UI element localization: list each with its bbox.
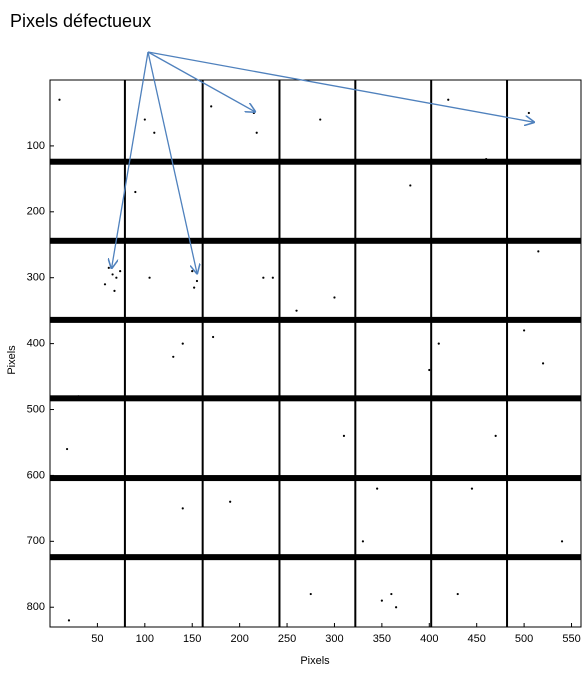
module-column-gap (202, 80, 204, 627)
defect-pixel (438, 343, 440, 345)
y-axis-label: Pixels (6, 345, 18, 375)
defect-pixel (253, 112, 255, 114)
defect-pixel (68, 619, 70, 621)
y-tick-label: 200 (27, 206, 45, 218)
defect-pixel (447, 99, 449, 101)
y-tick-label: 500 (27, 403, 45, 415)
chart: Pixels défectueux Pixels Pixels 50 100 150… (0, 0, 582, 669)
module-column-gap (430, 80, 432, 627)
defect-pixel (362, 540, 364, 542)
x-tick-label: 300 (325, 633, 343, 645)
defect-pixel (495, 435, 497, 437)
defect-pixel (561, 540, 563, 542)
defect-pixel (333, 296, 335, 298)
y-tick-label: 700 (27, 535, 45, 547)
defect-pixel (77, 395, 79, 397)
y-tick-label: 400 (27, 338, 45, 350)
module-row-gap (50, 395, 581, 401)
defect-pixel (172, 356, 174, 358)
x-tick-label: 500 (515, 633, 533, 645)
defect-pixel (528, 112, 530, 114)
defect-pixel (295, 310, 297, 312)
defect-pixel (395, 606, 397, 608)
defect-pixel (272, 277, 274, 279)
defect-pixel (319, 118, 321, 120)
defect-pixel (390, 593, 392, 595)
defect-pixel (210, 105, 212, 107)
defect-pixel (115, 277, 117, 279)
annotation-text: Pixels défectueux (10, 11, 151, 31)
defect-pixel (182, 343, 184, 345)
x-tick-label: 50 (91, 633, 103, 645)
y-tick-label: 800 (27, 601, 45, 613)
defect-pixel (108, 267, 110, 269)
x-tick-label: 450 (468, 633, 486, 645)
defect-pixel (182, 507, 184, 509)
defect-pixel (428, 369, 430, 371)
defect-pixel (58, 99, 60, 101)
defect-pixel (212, 336, 214, 338)
defect-pixel (310, 593, 312, 595)
defect-pixel (485, 158, 487, 160)
defect-pixel (262, 277, 264, 279)
module-row-gap (50, 475, 581, 481)
defect-pixel (409, 184, 411, 186)
module-column-gap (354, 80, 356, 627)
y-tick-label: 600 (27, 469, 45, 481)
y-tick-label: 100 (27, 140, 45, 152)
defect-pixel (376, 488, 378, 490)
defect-pixel (153, 132, 155, 134)
module-column-gap (278, 80, 280, 627)
defect-pixel (457, 593, 459, 595)
module-column-gap (506, 80, 508, 627)
module-row-gap (50, 554, 581, 560)
x-tick-label: 100 (136, 633, 154, 645)
defect-pixel (66, 448, 68, 450)
defect-pixel (229, 501, 231, 503)
defect-pixel (256, 132, 258, 134)
x-tick-label: 550 (562, 633, 580, 645)
x-tick-label: 350 (373, 633, 391, 645)
x-tick-label: 200 (230, 633, 248, 645)
defect-pixel (537, 250, 539, 252)
x-tick-label: 250 (278, 633, 296, 645)
defect-pixel (381, 600, 383, 602)
defect-pixel (148, 277, 150, 279)
defect-pixel (119, 270, 121, 272)
defect-pixel (144, 118, 146, 120)
y-tick-label: 300 (27, 272, 45, 284)
defect-pixel (191, 270, 193, 272)
module-row-gap (50, 317, 581, 323)
defect-pixel (196, 280, 198, 282)
defect-pixel (523, 329, 525, 331)
x-tick-label: 150 (183, 633, 201, 645)
defect-pixel (111, 273, 113, 275)
defect-pixel (134, 191, 136, 193)
defect-pixel (471, 488, 473, 490)
defect-pixel (542, 362, 544, 364)
defect-pixel (113, 290, 115, 292)
defect-pixel (193, 286, 195, 288)
module-column-gap (124, 80, 126, 627)
x-axis-label: Pixels (300, 655, 330, 667)
x-tick-label: 400 (420, 633, 438, 645)
module-row-gap (50, 238, 581, 244)
defect-pixel (104, 283, 106, 285)
defect-pixel (343, 435, 345, 437)
